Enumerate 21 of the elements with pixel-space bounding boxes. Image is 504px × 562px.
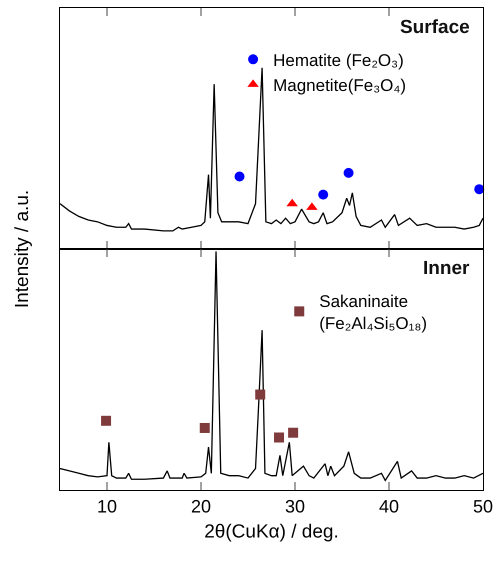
point <box>474 184 484 194</box>
y-axis-title: Intensity / a.u. <box>12 190 34 308</box>
x-tick-label: 50 <box>472 496 494 517</box>
x-tick-label: 30 <box>284 496 306 517</box>
x-axis-title: 2θ(CuKα) / deg. <box>204 521 339 542</box>
point <box>288 428 298 438</box>
point <box>255 390 266 400</box>
chart-title: Surface <box>400 17 470 38</box>
point <box>318 190 328 200</box>
legend-label: Sakaninaite (Fe₂Al₄Si₅O₁₈) <box>319 292 428 334</box>
x-tick-label: 10 <box>96 496 118 517</box>
legend-label: Magnetite(Fe₃O₄) <box>273 76 406 96</box>
chart-title: Inner <box>423 258 470 279</box>
x-tick-label: 20 <box>190 496 212 517</box>
x-tick-label: 40 <box>378 496 400 517</box>
point <box>274 432 284 442</box>
point <box>101 416 112 426</box>
point <box>234 172 245 182</box>
point <box>344 168 354 178</box>
legend-label: Hematite (Fe₂O₃) <box>273 50 404 70</box>
point <box>200 422 210 433</box>
